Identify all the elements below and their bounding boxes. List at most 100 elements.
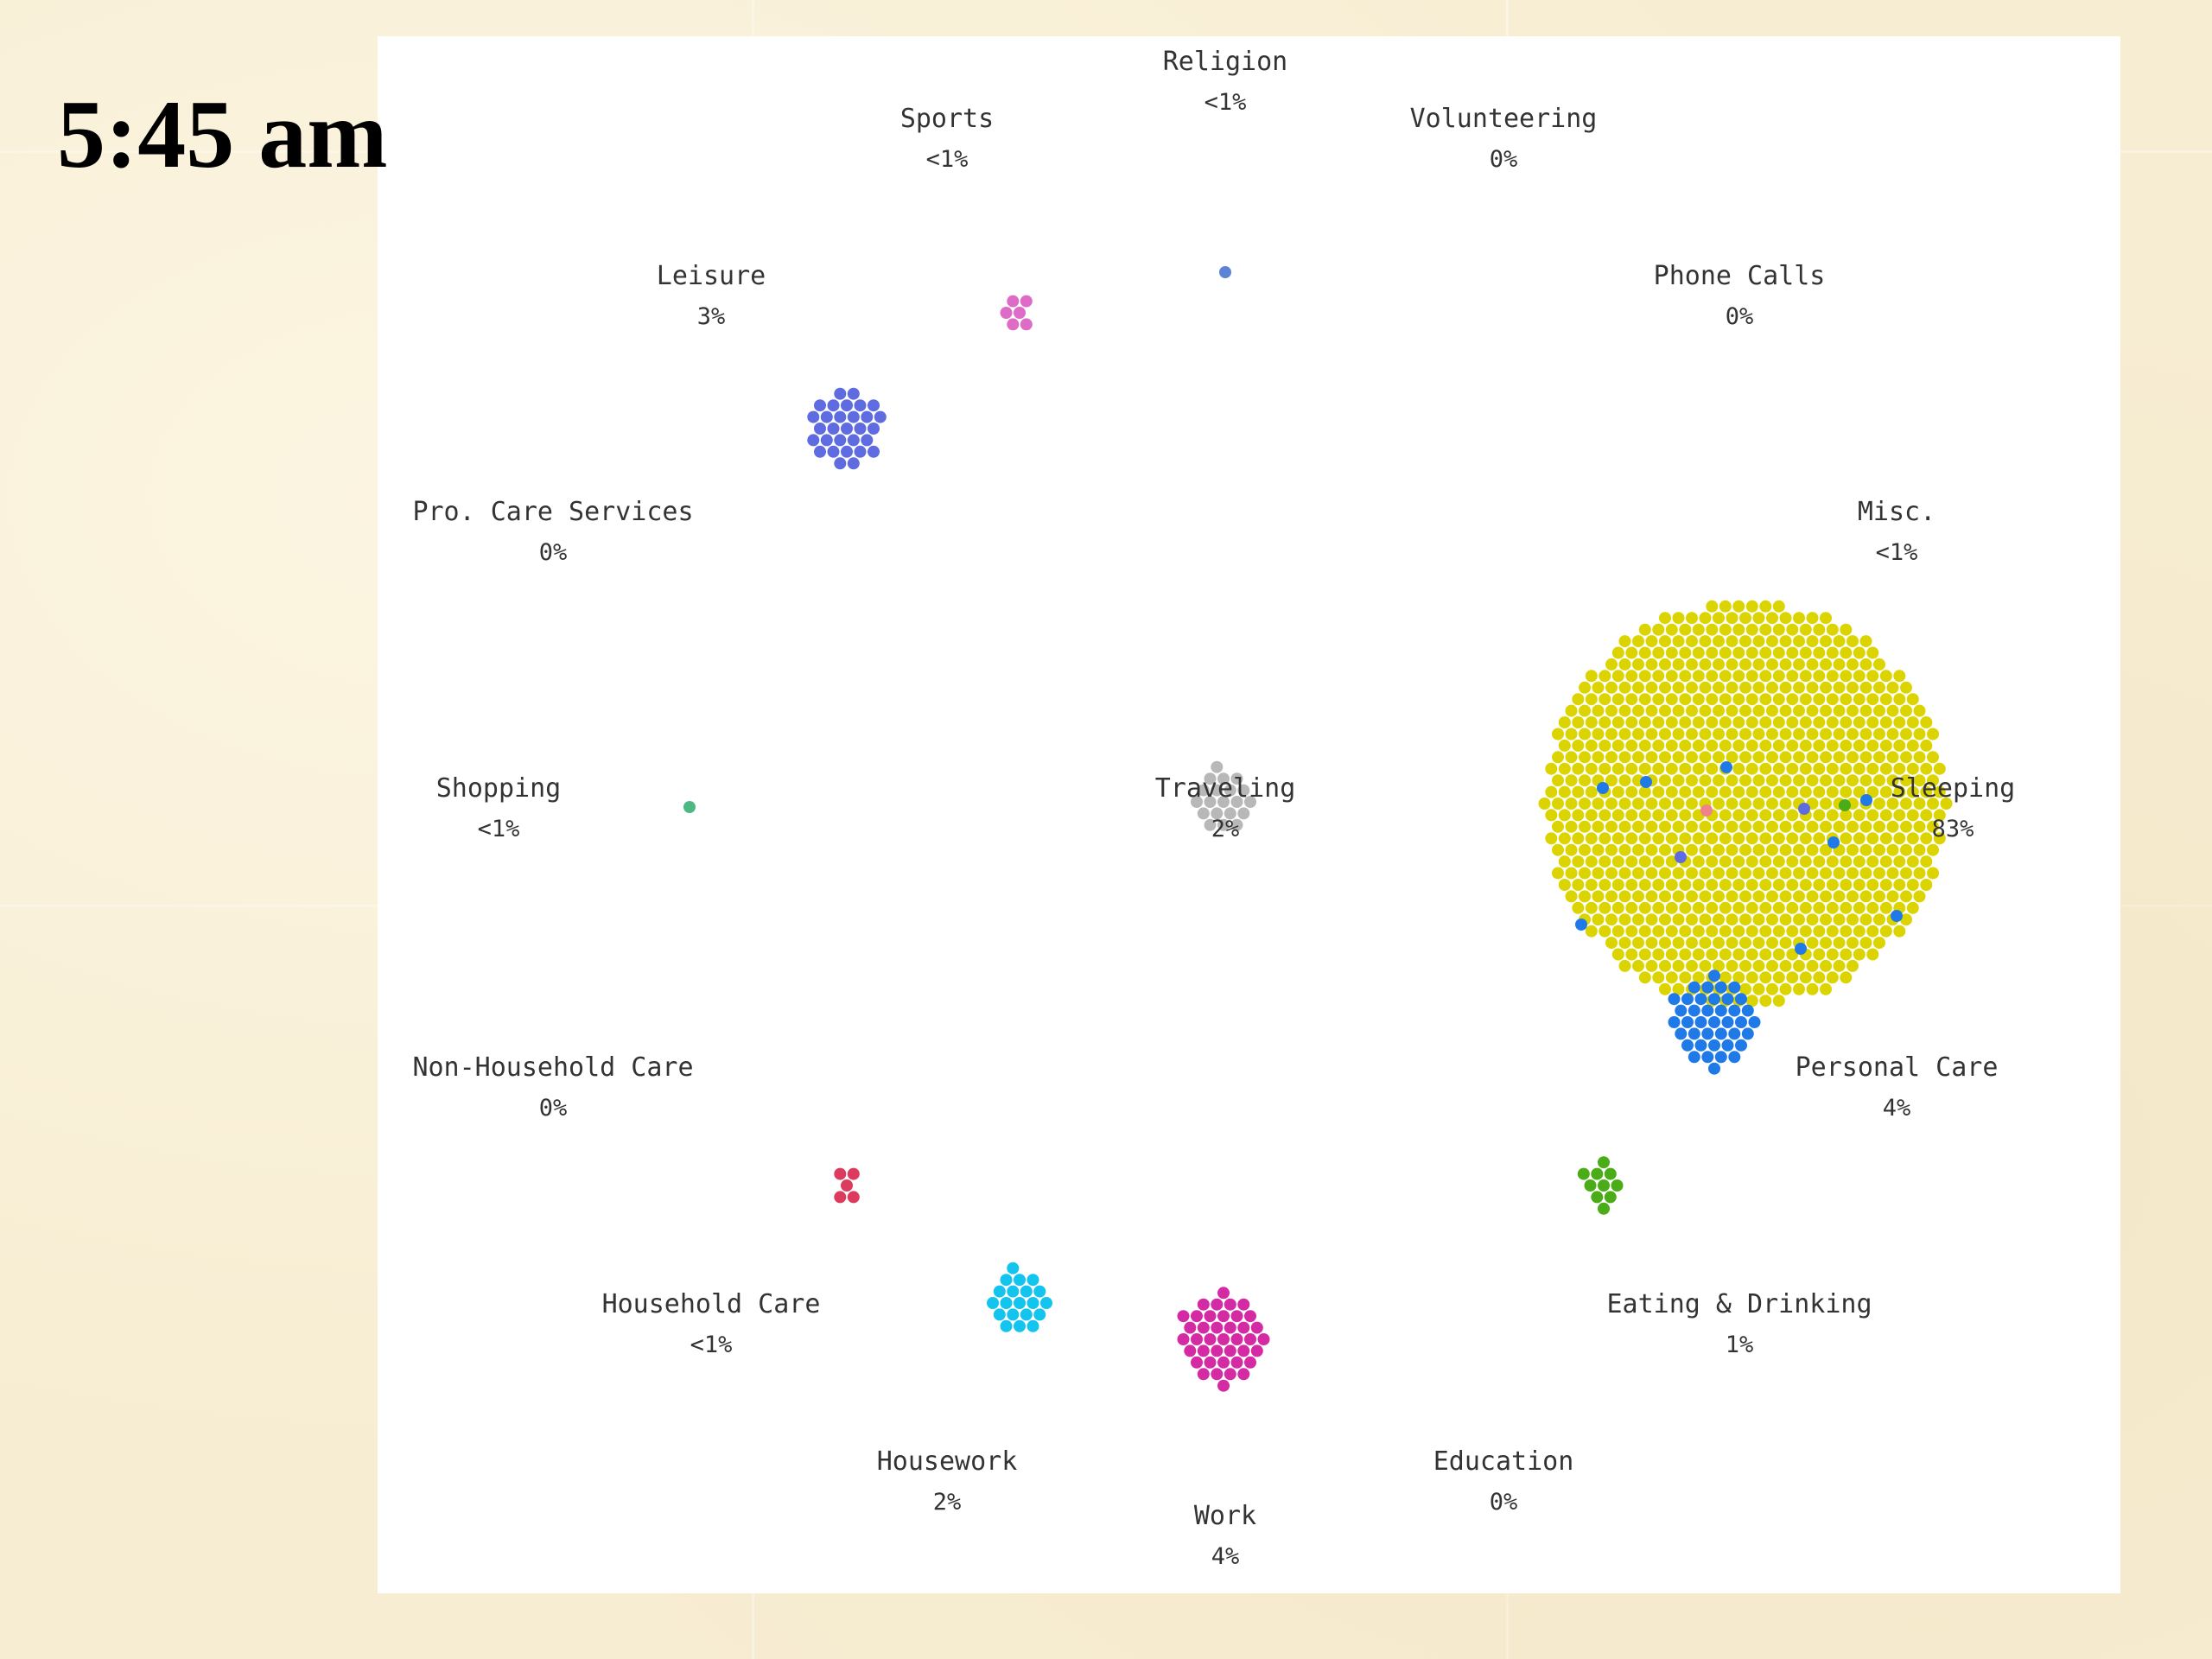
dot-sleeping — [1652, 855, 1665, 868]
dot-sleeping — [1692, 762, 1705, 775]
dot-sleeping — [1719, 716, 1732, 728]
dot-sleeping — [1632, 798, 1644, 810]
dot-sleeping — [1645, 704, 1658, 717]
dot-sleeping — [1699, 635, 1712, 648]
dot-sleeping — [1552, 867, 1564, 880]
dot-sleeping — [1713, 820, 1725, 833]
dot-personal-care — [1721, 1039, 1734, 1052]
dot-leisure — [834, 387, 847, 400]
dot-shopping — [683, 801, 696, 813]
dot-sleeping — [1645, 798, 1658, 810]
dot-sleeping — [1638, 762, 1651, 775]
category-name-misc: Misc. — [1858, 497, 1936, 527]
dot-sleeping — [1799, 785, 1812, 798]
dot-sleeping — [1840, 785, 1853, 798]
category-percent-misc: <1% — [1876, 539, 1918, 566]
dot-traveling — [1204, 796, 1217, 808]
dot-sleeping — [1558, 832, 1571, 845]
dot-sleeping — [1886, 867, 1899, 880]
dot-sleeping — [1779, 635, 1792, 648]
dot-personal-care — [1741, 1027, 1754, 1040]
dot-leisure — [868, 399, 880, 412]
dot-sleeping — [1853, 879, 1866, 891]
dot-sleeping — [1726, 635, 1738, 648]
dot-sleeping — [1873, 704, 1885, 717]
dot-work — [1197, 1298, 1210, 1311]
dot-sleeping — [1565, 774, 1578, 787]
dot-sleeping — [1665, 948, 1678, 961]
dot-sleeping — [1826, 879, 1839, 891]
dot-leisure — [820, 410, 833, 423]
dot-sleeping — [1558, 739, 1571, 752]
dot-sleeping — [1739, 704, 1751, 717]
dot-sleeping — [1739, 820, 1751, 833]
dot-personal-care — [1721, 1016, 1734, 1028]
dot-sleeping — [1766, 658, 1778, 671]
dot-sleeping — [1699, 913, 1712, 926]
dot-sleeping — [1933, 785, 1946, 798]
dot-sleeping — [1806, 774, 1819, 787]
dot-sleeping — [1632, 959, 1644, 972]
dot-sleeping — [1793, 982, 1805, 995]
dot-sleeping — [1826, 693, 1839, 706]
dot-sleeping — [1719, 809, 1732, 822]
dot-sleeping — [1699, 681, 1712, 694]
dot-sleeping — [1638, 901, 1651, 914]
dot-sleeping — [1611, 901, 1624, 914]
dot-housework — [1027, 1319, 1039, 1332]
dot-sleeping — [1706, 600, 1719, 613]
dot-sleeping — [1933, 832, 1946, 845]
dot-sleeping — [1873, 774, 1885, 787]
dot-sleeping — [1766, 820, 1778, 833]
dot-sleeping — [1886, 751, 1899, 764]
dot-sleeping — [1665, 832, 1678, 845]
dot-sleeping — [1840, 948, 1853, 961]
dot-sleeping — [1605, 820, 1618, 833]
dot-sleeping — [1739, 867, 1751, 880]
dot-traveling — [1211, 760, 1224, 773]
dot-sleeping — [1592, 890, 1605, 903]
dot-sleeping — [1565, 820, 1578, 833]
dot-traveling — [1230, 796, 1243, 808]
dot-sleeping — [1759, 901, 1772, 914]
dot-sleeping — [1879, 832, 1892, 845]
dot-sleeping — [1752, 774, 1765, 787]
dot-work — [1224, 1368, 1236, 1381]
dot-personal-care — [1728, 1027, 1741, 1040]
label-volunteering: Volunteering 0% — [1410, 104, 1598, 173]
dot-sleeping — [1618, 728, 1631, 741]
dot-sleeping — [1879, 855, 1892, 868]
dot-sleeping — [1572, 901, 1585, 914]
dot-work — [1197, 1368, 1210, 1381]
dot-sleeping — [1813, 832, 1826, 845]
dot-sleeping — [1732, 971, 1745, 984]
dot-sleeping — [1679, 971, 1692, 984]
dot-sleeping — [1833, 937, 1846, 950]
dot-sleeping — [1920, 785, 1933, 798]
dot-leisure — [814, 423, 826, 435]
dot-cluster-religion — [1219, 266, 1231, 278]
dot-sports — [1020, 318, 1033, 331]
dot-sleeping — [1686, 704, 1698, 717]
dot-work — [1191, 1333, 1203, 1345]
dot-sleeping — [1706, 670, 1719, 683]
transition-dot — [1795, 943, 1807, 955]
dot-sleeping — [1772, 832, 1785, 845]
dot-traveling — [1217, 772, 1230, 785]
dot-sleeping — [1679, 762, 1692, 775]
dot-sleeping — [1752, 798, 1765, 810]
dot-sleeping — [1752, 982, 1765, 995]
dot-sleeping — [1772, 670, 1785, 683]
dot-sleeping — [1679, 879, 1692, 891]
dot-sleeping — [1820, 982, 1832, 995]
dot-sleeping — [1779, 728, 1792, 741]
dot-sleeping — [1732, 785, 1745, 798]
dot-sleeping — [1692, 832, 1705, 845]
dot-housework — [1007, 1308, 1020, 1321]
dot-sleeping — [1672, 798, 1685, 810]
dot-housework — [1027, 1297, 1039, 1309]
dot-sleeping — [1645, 890, 1658, 903]
category-name-sports: Sports — [900, 104, 994, 134]
dot-sleeping — [1879, 901, 1892, 914]
dot-sleeping — [1638, 739, 1651, 752]
